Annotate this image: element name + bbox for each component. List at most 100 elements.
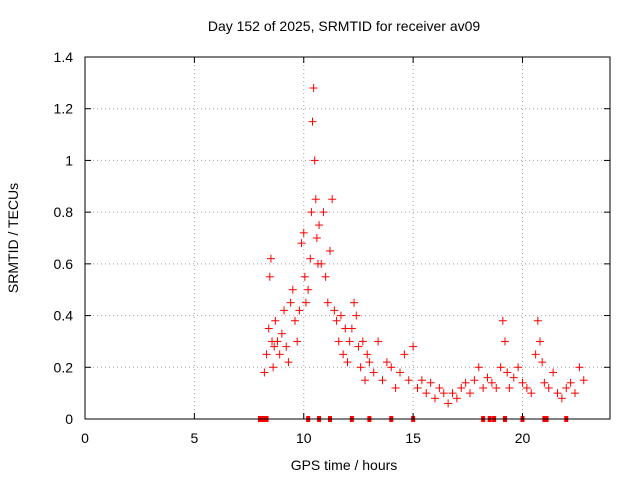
data-point [483, 373, 492, 382]
chart-title: Day 152 of 2025, SRMTID for receiver av0… [208, 18, 481, 34]
data-point [293, 337, 302, 346]
data-point [501, 337, 509, 346]
x-tick-label: 0 [81, 430, 89, 446]
grid [85, 57, 610, 419]
data-point [260, 368, 269, 377]
data-point [275, 350, 284, 359]
data-point [262, 350, 271, 359]
data-point [496, 363, 505, 372]
data-point [435, 383, 444, 392]
data-point [315, 221, 324, 230]
data-point [286, 298, 295, 307]
data-point [312, 234, 321, 242]
plot-frame [84, 56, 611, 420]
data-point [514, 363, 523, 372]
data-point [311, 195, 320, 204]
data-point [409, 342, 418, 351]
data-point [309, 84, 318, 93]
data-point [378, 376, 387, 385]
data-point [557, 394, 566, 403]
data-point [356, 363, 365, 372]
data-point [291, 316, 299, 325]
data-point [321, 272, 330, 281]
data-point [400, 350, 409, 359]
data-point [457, 383, 466, 392]
data-point [361, 376, 369, 385]
y-tick-label: 0 [65, 411, 73, 427]
data-point [579, 376, 588, 385]
data-point [531, 350, 540, 359]
data-point [505, 383, 514, 392]
y-axis-label: SRMTID / TECUs [5, 183, 21, 293]
data-point [334, 337, 343, 346]
data-point [358, 337, 367, 346]
data-point [470, 376, 479, 385]
data-point [354, 342, 363, 351]
data-point [492, 383, 501, 392]
data-point [282, 342, 291, 351]
data-point [575, 363, 584, 372]
data-point [273, 337, 282, 346]
data-point [295, 306, 304, 315]
data-point [509, 373, 518, 382]
data-point [431, 394, 439, 403]
data-point [544, 383, 553, 392]
data-point [566, 378, 575, 387]
data-point [319, 208, 328, 217]
data-point [369, 368, 378, 377]
axes: 0 5 10 15 20 0 0.2 0.4 0.6 0.8 1 1.2 1.4 [54, 49, 610, 446]
data-point [297, 239, 306, 248]
data-point [538, 358, 547, 367]
data-point [503, 368, 512, 377]
data-point [448, 389, 457, 398]
data-point [326, 246, 334, 255]
data-point [518, 378, 527, 387]
data-point [300, 272, 309, 281]
y-tick-label: 1 [65, 152, 73, 168]
data-point [391, 383, 400, 392]
data-point [363, 350, 372, 359]
data-point [365, 358, 374, 367]
data-point [288, 285, 297, 294]
data-point [264, 324, 273, 333]
data-point [536, 337, 544, 346]
data-point [352, 311, 361, 320]
data-point [374, 337, 383, 346]
data-point [310, 156, 319, 165]
data-point [540, 378, 549, 387]
data-point [308, 117, 317, 126]
data-point [280, 306, 289, 315]
x-tick-label: 15 [405, 430, 421, 446]
data-point [265, 272, 274, 281]
data-point [350, 298, 359, 307]
data-point [271, 316, 280, 325]
data-point [277, 329, 286, 338]
data-point [498, 316, 507, 325]
data-point [422, 389, 431, 398]
data-point [439, 389, 448, 398]
x-tick-label: 20 [515, 430, 531, 446]
data-point [553, 389, 562, 398]
data-point [343, 358, 352, 367]
y-tick-label: 1.4 [54, 49, 74, 65]
data-point [387, 363, 396, 372]
data-point [474, 363, 483, 372]
data-point [299, 228, 308, 237]
y-tick-label: 0.6 [54, 256, 74, 272]
data-point [301, 298, 310, 307]
data-point [404, 376, 413, 385]
data-point [307, 208, 316, 217]
data-point [270, 342, 279, 351]
x-tick-label: 10 [296, 430, 312, 446]
x-axis-label: GPS time / hours [291, 457, 398, 473]
data-point [330, 306, 339, 315]
data-point [266, 254, 275, 263]
data-point [479, 383, 488, 392]
data-point [284, 358, 293, 367]
data-point [332, 316, 341, 325]
data-point [571, 389, 579, 398]
data-point [336, 311, 345, 320]
data-point [549, 368, 558, 377]
y-tick-label: 1.2 [54, 101, 74, 117]
data-point [306, 254, 315, 263]
